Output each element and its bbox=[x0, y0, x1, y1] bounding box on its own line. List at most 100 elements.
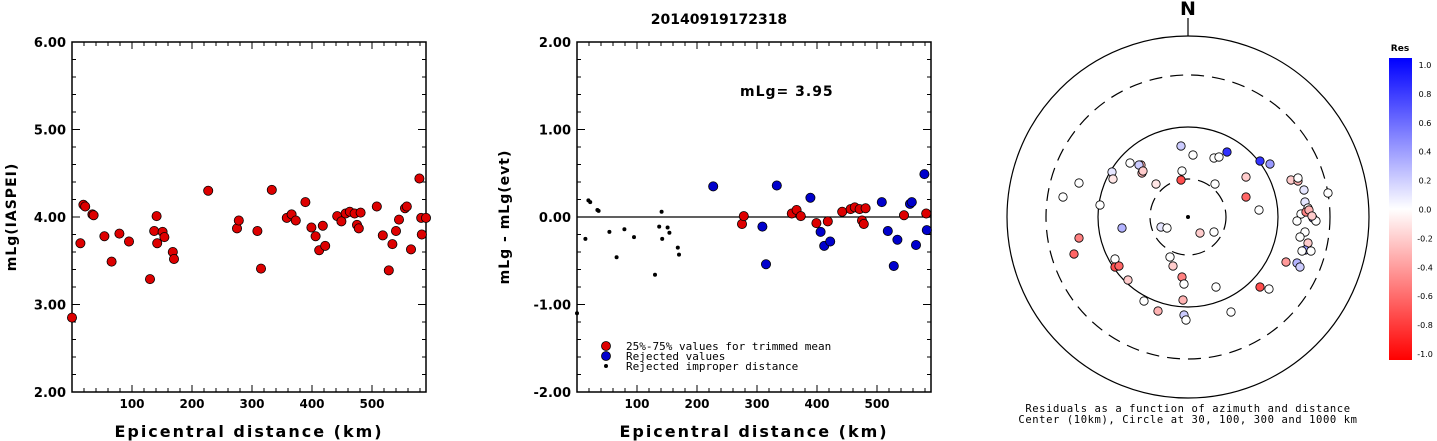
polar-point bbox=[1176, 175, 1186, 185]
polar-point bbox=[1209, 227, 1219, 237]
left-chart-point bbox=[390, 225, 401, 236]
polar-point bbox=[1226, 307, 1236, 317]
middle-chart-point bbox=[876, 197, 887, 208]
left-chart-point bbox=[114, 228, 125, 239]
polar-point bbox=[1281, 257, 1291, 267]
left-chart-xtick-label: 400 bbox=[299, 397, 324, 411]
left-chart-point bbox=[401, 201, 412, 212]
colorbar-tick-label: 1.0 bbox=[1419, 61, 1432, 70]
ring-100km bbox=[1097, 126, 1279, 308]
middle-chart-xlabel: Epicentral distance (km) bbox=[619, 422, 888, 441]
left-chart-point bbox=[320, 240, 331, 251]
middle-chart-point bbox=[825, 236, 836, 247]
polar-point bbox=[1195, 228, 1205, 238]
colorbar-gradient bbox=[1389, 58, 1412, 360]
polar-center bbox=[1186, 215, 1190, 219]
polar-point bbox=[1214, 152, 1224, 162]
middle-chart: 100 200 300 400 500 -2.00 -1.00 0.00 1.00 2.00 mL… bbox=[497, 36, 932, 441]
colorbar-tick-label: 0.2 bbox=[1419, 177, 1432, 186]
colorbar-tick-label: 0.4 bbox=[1419, 148, 1432, 157]
left-chart-point bbox=[152, 238, 163, 249]
polar-point bbox=[1323, 188, 1333, 198]
left-chart-frame bbox=[71, 41, 427, 393]
polar-point bbox=[1114, 261, 1124, 271]
polar-point bbox=[1151, 179, 1161, 189]
ring-300km bbox=[1045, 74, 1331, 360]
middle-chart-xtick-label: 300 bbox=[744, 397, 769, 411]
middle-chart-annotation: mLg= 3.95 bbox=[740, 84, 834, 100]
left-chart-point bbox=[252, 225, 263, 236]
middle-chart-point bbox=[653, 272, 657, 277]
left-chart-point bbox=[75, 238, 86, 249]
left-chart-point bbox=[300, 197, 311, 208]
middle-chart-xtick-label: 500 bbox=[864, 397, 889, 411]
middle-chart-point bbox=[771, 180, 782, 191]
polar-point bbox=[1306, 246, 1316, 256]
polar-point bbox=[1241, 192, 1251, 202]
polar-point bbox=[1095, 200, 1105, 210]
middle-chart-point bbox=[815, 226, 826, 237]
middle-chart-point bbox=[761, 259, 772, 270]
colorbar-tick-label: 0.6 bbox=[1419, 119, 1432, 128]
left-chart-point bbox=[67, 312, 78, 323]
left-chart-point bbox=[353, 223, 364, 234]
left-chart-ytick-label: 6.00 bbox=[34, 36, 66, 51]
middle-chart-ytick-label: 2.00 bbox=[539, 36, 571, 51]
legend-label-improper: Rejected improper distance bbox=[626, 360, 798, 373]
left-chart-point bbox=[233, 215, 244, 226]
left-chart-point bbox=[377, 230, 388, 241]
polar-point bbox=[1181, 315, 1191, 325]
polar-point bbox=[1297, 246, 1307, 256]
colorbar-tick-label: 0.0 bbox=[1419, 206, 1432, 215]
left-chart-point bbox=[255, 263, 266, 274]
left-chart-point bbox=[159, 232, 170, 243]
middle-chart-point bbox=[919, 169, 930, 180]
colorbar-tick-label: -1.0 bbox=[1417, 350, 1433, 359]
left-chart-point bbox=[124, 236, 135, 247]
polar-point bbox=[1153, 306, 1163, 316]
middle-chart-point bbox=[921, 208, 932, 219]
left-chart-point bbox=[414, 173, 425, 184]
polar-point bbox=[1299, 185, 1309, 195]
middle-chart-point bbox=[677, 252, 681, 257]
polar-point bbox=[1074, 233, 1084, 243]
colorbar-tick-label: 0.8 bbox=[1419, 90, 1432, 99]
colorbar: Res 1.0 0.8 0.6 0.4 0.2 0.0 -0.2 -0.4 -0.6 -0.8 -1… bbox=[1389, 44, 1433, 360]
middle-chart-point bbox=[811, 218, 822, 229]
left-chart-point bbox=[203, 185, 214, 196]
left-chart-point bbox=[317, 220, 328, 231]
left-chart-point bbox=[387, 239, 398, 250]
polar-point bbox=[1178, 295, 1188, 305]
middle-chart-point bbox=[667, 230, 672, 235]
middle-chart-point bbox=[607, 229, 612, 234]
middle-chart-point bbox=[837, 206, 848, 217]
legend-marker-rejected bbox=[601, 351, 611, 361]
polar-point bbox=[1074, 178, 1084, 188]
left-chart-point bbox=[290, 215, 301, 226]
polar-caption-line1: Residuals as a function of azimuth and d… bbox=[1025, 403, 1350, 415]
polar-marks bbox=[1058, 141, 1333, 325]
left-chart-point bbox=[88, 210, 99, 221]
polar-point bbox=[1222, 147, 1232, 157]
middle-chart-point bbox=[822, 216, 833, 227]
left-chart-point bbox=[371, 201, 382, 212]
middle-chart-point bbox=[575, 311, 579, 316]
middle-chart-point bbox=[665, 225, 670, 230]
legend-label-trimmed: 25%-75% values for trimmed mean bbox=[626, 340, 831, 353]
left-chart-point bbox=[310, 231, 321, 242]
middle-chart-legend: 25%-75% values for trimmed mean Rejected… bbox=[601, 340, 831, 373]
middle-chart-ytick-label: -2.00 bbox=[534, 386, 571, 401]
middle-chart-point bbox=[622, 227, 627, 232]
middle-chart-ylabel: mLg - mLg(evt) bbox=[497, 150, 513, 285]
left-chart-point bbox=[405, 244, 416, 255]
middle-chart-point bbox=[657, 224, 662, 229]
middle-chart-ticks: 100 200 300 400 500 -2.00 -1.00 0.00 1.00 2.00 bbox=[534, 36, 931, 411]
polar-chart: N Residuals as a function of azimuth and… bbox=[1006, 0, 1370, 426]
middle-chart-point bbox=[675, 245, 680, 250]
middle-chart-point bbox=[583, 236, 588, 241]
left-chart-point bbox=[383, 265, 394, 276]
polar-point bbox=[1188, 150, 1198, 160]
middle-chart-point bbox=[899, 210, 910, 221]
left-chart-ytick-label: 5.00 bbox=[34, 124, 66, 139]
left-chart-point bbox=[336, 216, 347, 227]
